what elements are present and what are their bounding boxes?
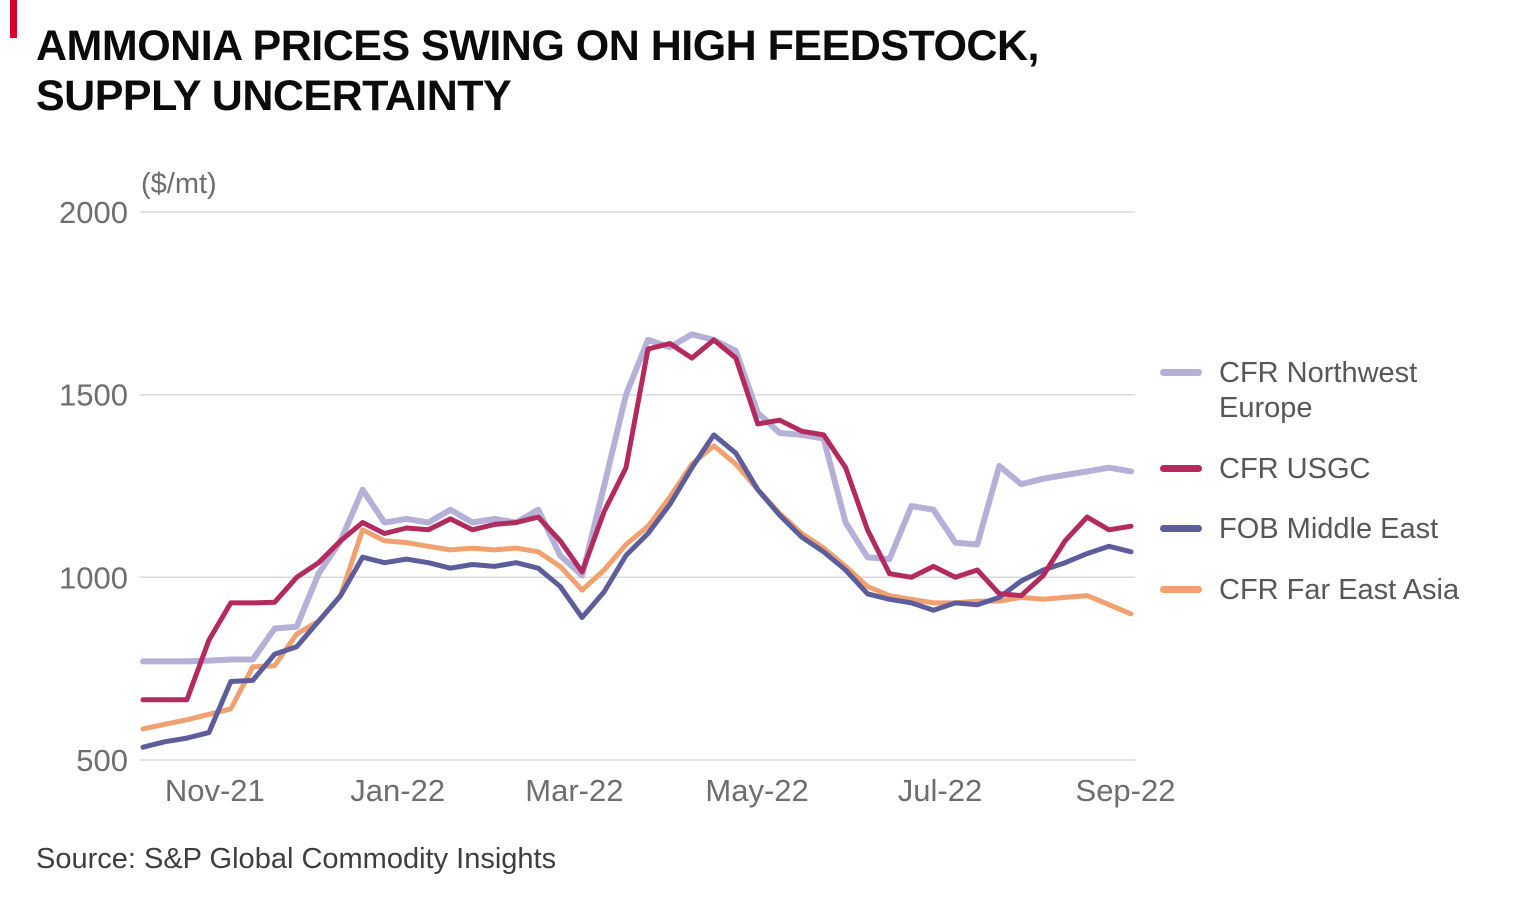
legend-swatch-cfr-usgc — [1160, 464, 1202, 472]
y-tick-label-1000: 1000 — [59, 560, 128, 595]
legend-label-cfr-usgc: CFR USGC — [1219, 452, 1371, 485]
legend-label-cfr-far-east-asia: CFR Far East Asia — [1219, 574, 1460, 607]
y-tick-label-500: 500 — [76, 743, 128, 778]
legend-item-cfr-usgc: CFR USGC — [1160, 452, 1532, 487]
series-line-cfr-far-east-asia — [140, 443, 1134, 732]
legend-swatch-fob-middle-east — [1160, 525, 1202, 533]
legend-swatch-cfr-far-east-asia — [1160, 586, 1202, 594]
source-credit: Source: S&P Global Commodity Insights — [36, 843, 557, 875]
y-axis-unit-label: ($/mt) — [141, 168, 217, 200]
legend-label-fob-middle-east: FOB Middle East — [1219, 513, 1439, 546]
legend-item-cfr-northwest-europe: CFR Northwest Europe — [1160, 356, 1532, 426]
series-line-cfr-northwest-europe — [140, 331, 1134, 665]
x-tick-label-jan-22: Jan-22 — [350, 773, 445, 808]
y-tick-label-1500: 1500 — [59, 378, 128, 413]
chart-title-line1: AMMONIA PRICES SWING ON HIGH FEEDSTOCK, — [36, 22, 1040, 70]
series-line-cfr-usgc — [140, 337, 1134, 703]
legend-item-fob-middle-east: FOB Middle East — [1160, 512, 1532, 547]
chart-title: AMMONIA PRICES SWING ON HIGH FEEDSTOCK, S… — [36, 22, 1040, 122]
legend-swatch-cfr-northwest-europe — [1160, 369, 1202, 376]
x-tick-label-may-22: May-22 — [705, 773, 808, 808]
x-tick-label-jul-22: Jul-22 — [898, 773, 982, 808]
x-tick-label-mar-22: Mar-22 — [525, 773, 623, 808]
legend-label-cfr-northwest-europe: CFR Northwest Europe — [1219, 357, 1418, 424]
y-tick-label-2000: 2000 — [59, 195, 128, 230]
legend-item-cfr-far-east-asia: CFR Far East Asia — [1160, 573, 1532, 608]
series-line-fob-middle-east — [140, 432, 1134, 750]
x-tick-label-nov-21: Nov-21 — [165, 773, 265, 808]
x-tick-label-sep-22: Sep-22 — [1076, 773, 1176, 808]
chart-title-line2: SUPPLY UNCERTAINTY — [36, 71, 512, 120]
chart-legend: CFR Northwest Europe CFR USGC FOB Middle E… — [1160, 356, 1532, 608]
brand-accent-bar — [10, 0, 17, 38]
